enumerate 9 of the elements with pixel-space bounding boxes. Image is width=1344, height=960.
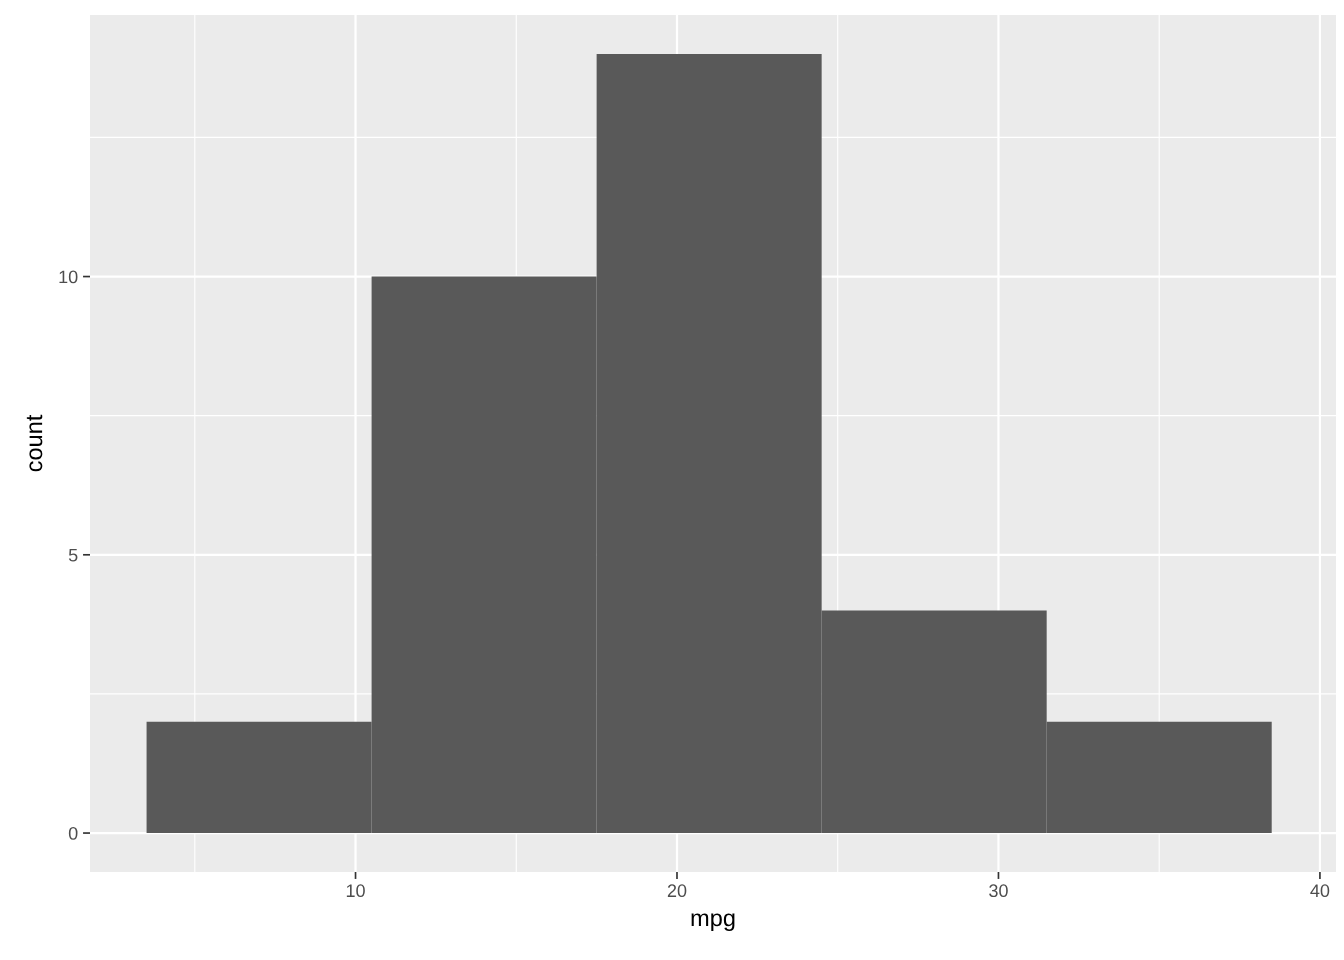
x-axis-title: mpg [691, 913, 735, 931]
x-tick-label: 30 [989, 884, 1008, 898]
y-tick-label: 10 [59, 270, 78, 284]
y-tick-label: 0 [68, 826, 78, 840]
x-tick-label: 40 [1310, 884, 1330, 898]
y-axis-title: count [26, 414, 43, 472]
x-tick-label: 20 [667, 884, 687, 898]
x-tick-label: 10 [346, 884, 365, 898]
y-tick-label: 5 [68, 548, 78, 562]
